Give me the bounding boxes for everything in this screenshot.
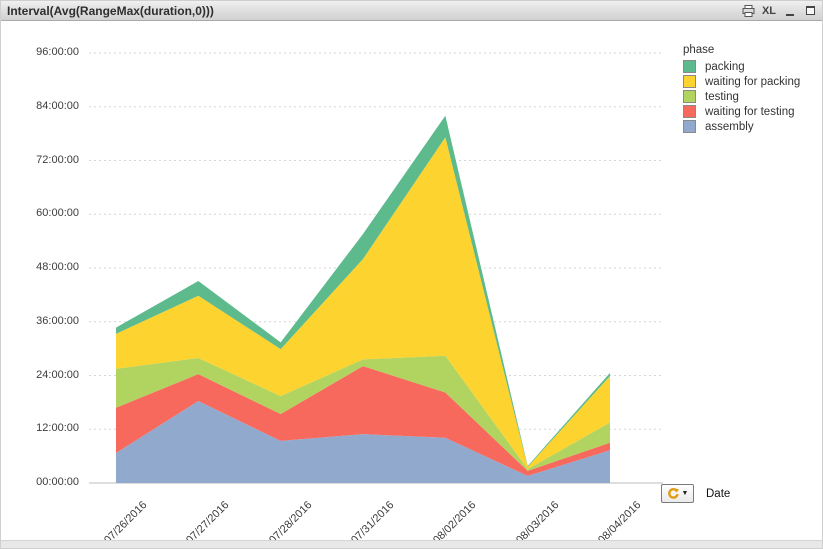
- legend-swatch: [683, 105, 696, 118]
- chart-area: 00:00:00 12:00:00 24:00:00 36:00:00 48:00:00…: [1, 21, 822, 546]
- x-axis-dimension-label: Date: [706, 487, 731, 500]
- legend-item[interactable]: testing: [683, 89, 800, 104]
- window-titlebar[interactable]: Interval(Avg(RangeMax(duration,0))) XL: [1, 1, 822, 21]
- y-tick-label: 36:00:00: [36, 314, 79, 327]
- legend-item[interactable]: packing: [683, 59, 800, 74]
- legend-item-label: assembly: [705, 120, 754, 133]
- legend-swatch: [683, 60, 696, 73]
- legend-items: packing waiting for packing testing waiting…: [683, 59, 800, 134]
- cycle-group-button[interactable]: ▼: [661, 484, 694, 503]
- legend-item-label: waiting for testing: [705, 105, 795, 118]
- legend-item[interactable]: waiting for packing: [683, 74, 800, 89]
- legend-title: phase: [683, 44, 715, 56]
- y-tick-label: 72:00:00: [36, 153, 79, 166]
- area-chart-plot[interactable]: [89, 29, 663, 485]
- bottom-strip: [1, 540, 822, 548]
- y-tick-label: 96:00:00: [36, 46, 79, 58]
- chevron-down-icon: ▼: [681, 490, 689, 497]
- print-icon[interactable]: [741, 3, 756, 18]
- x-axis-dimension-control: ▼ Date: [661, 484, 730, 503]
- y-tick-label: 24:00:00: [36, 368, 79, 381]
- minimize-icon[interactable]: [782, 3, 797, 18]
- legend-item-label: packing: [705, 60, 745, 73]
- legend-item-label: waiting for packing: [705, 75, 801, 88]
- area-series-waiting-for-packing[interactable]: [116, 137, 610, 470]
- legend-swatch: [683, 120, 696, 133]
- legend-item[interactable]: assembly: [683, 119, 800, 134]
- caption-icons: XL: [741, 3, 818, 18]
- legend-swatch: [683, 75, 696, 88]
- y-tick-label: 00:00:00: [36, 476, 79, 488]
- legend-item-label: testing: [705, 90, 739, 103]
- legend-item[interactable]: waiting for testing: [683, 104, 800, 119]
- send-to-excel-icon[interactable]: XL: [761, 4, 776, 17]
- window-title: Interval(Avg(RangeMax(duration,0))): [7, 3, 214, 18]
- maximize-icon[interactable]: [803, 3, 818, 18]
- area-series-assembly[interactable]: [116, 401, 610, 483]
- legend: phase packing waiting for packing testing w…: [683, 44, 800, 134]
- y-tick-label: 12:00:00: [36, 422, 79, 435]
- y-tick-label: 60:00:00: [36, 207, 79, 220]
- y-tick-label: 48:00:00: [36, 261, 79, 273]
- cycle-icon: [667, 488, 679, 499]
- y-tick-label: 84:00:00: [36, 99, 79, 112]
- area-series-testing[interactable]: [116, 355, 610, 471]
- legend-swatch: [683, 90, 696, 103]
- area-series-waiting-for-testing[interactable]: [116, 366, 610, 476]
